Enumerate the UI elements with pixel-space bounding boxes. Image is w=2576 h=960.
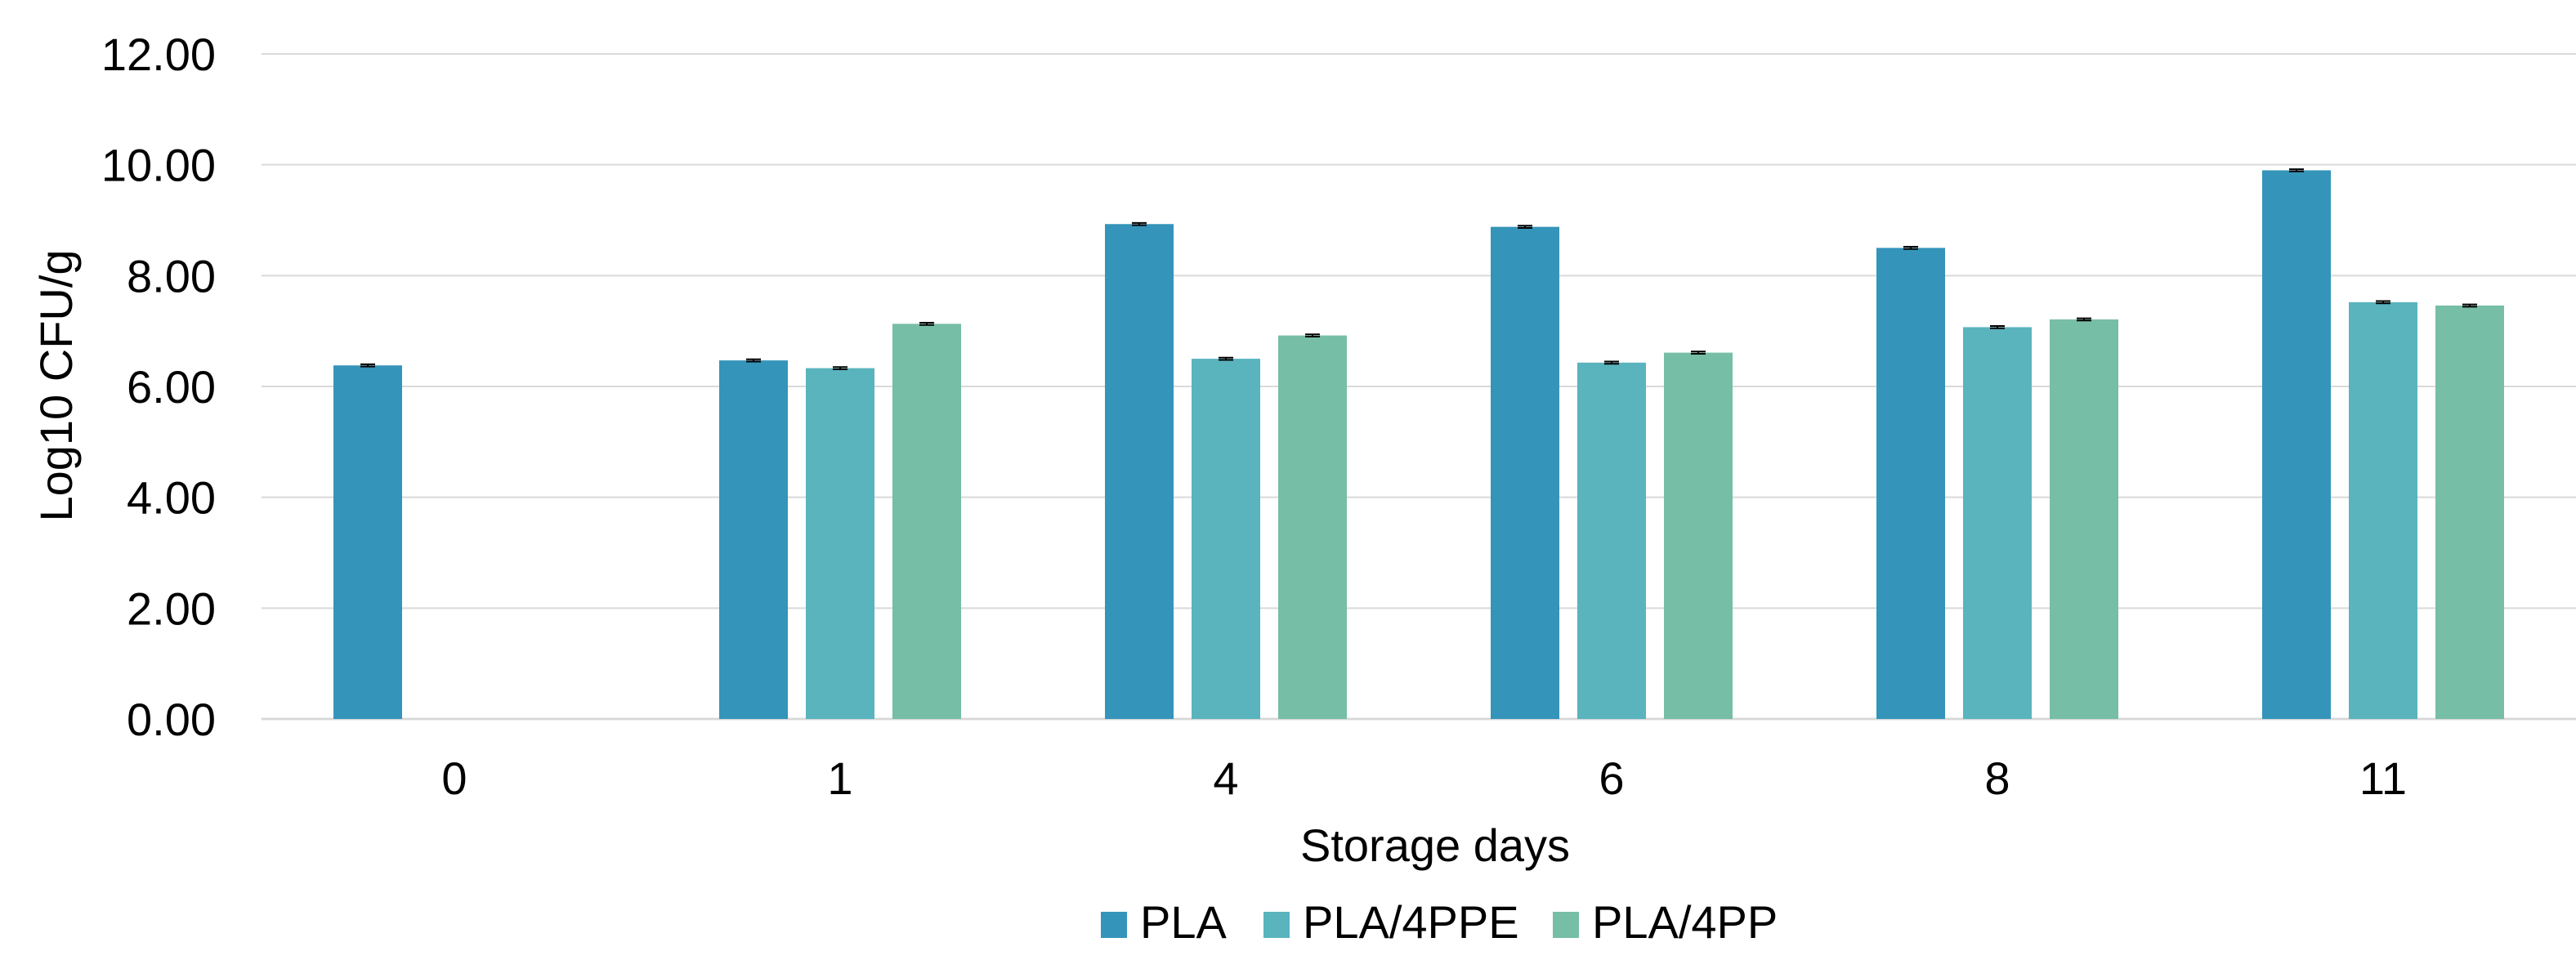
bar-pla-4pp-day-6	[1664, 352, 1733, 719]
bar-pla-4ppe-day-6	[1577, 362, 1646, 719]
bar-pla-4pp-day-1	[892, 324, 961, 719]
y-tick-label: 12.00	[101, 29, 216, 80]
bar-pla-day-0	[333, 365, 402, 719]
legend-swatch	[1263, 912, 1290, 938]
y-tick-label: 6.00	[127, 361, 216, 413]
y-tick-label: 0.00	[127, 694, 216, 745]
bar-pla-day-11	[2262, 170, 2331, 719]
y-axis-title: Log10 CFU/g	[30, 249, 82, 521]
error-bars	[360, 168, 2477, 370]
bar-pla-day-1	[719, 360, 788, 719]
legend-swatch	[1553, 912, 1579, 938]
bar-pla-4ppe-day-8	[1963, 327, 2032, 719]
bar-pla-4pp-day-4	[1278, 335, 1347, 719]
x-tick-label: 6	[1599, 752, 1624, 804]
y-tick-label: 2.00	[127, 583, 216, 634]
legend-label: PLA/4PP	[1592, 896, 1778, 948]
bars	[333, 170, 2504, 720]
legend-label: PLA/4PPE	[1303, 896, 1519, 948]
bar-pla-4ppe-day-1	[806, 368, 874, 719]
gridlines	[262, 53, 2576, 721]
x-tick-label: 0	[441, 752, 467, 804]
legend-swatch	[1101, 912, 1127, 938]
y-tick-label: 8.00	[127, 250, 216, 301]
legend: PLA PLA/4PPE PLA/4PP	[1101, 896, 1778, 948]
bar-pla-day-6	[1491, 226, 1559, 719]
y-tick-label: 10.00	[101, 140, 216, 191]
bar-pla-4ppe-day-4	[1192, 359, 1260, 719]
bar-pla-4pp-day-8	[2050, 319, 2118, 719]
y-tick-labels: 0.00 2.00 4.00 6.00 8.00 10.00 12.00	[101, 29, 216, 745]
x-tick-label: 1	[827, 752, 852, 804]
x-tick-label: 8	[1984, 752, 2010, 804]
bar-pla-day-8	[1876, 248, 1945, 720]
x-tick-labels: 0 1 4 6 8 11	[441, 752, 2407, 804]
legend-label: PLA	[1140, 896, 1227, 948]
x-axis-title: Storage days	[1300, 819, 1570, 871]
bar-pla-4ppe-day-11	[2349, 301, 2417, 719]
x-tick-label: 11	[2359, 752, 2407, 804]
bar-pla-4pp-day-11	[2435, 305, 2504, 719]
bar-pla-day-4	[1105, 224, 1174, 720]
x-tick-label: 4	[1213, 752, 1238, 804]
y-tick-label: 4.00	[127, 472, 216, 524]
